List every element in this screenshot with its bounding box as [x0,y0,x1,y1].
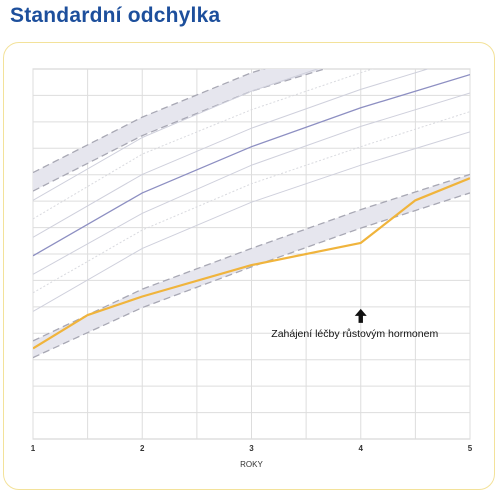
reference-curve-4 [33,73,470,257]
reference-curve-2 [33,111,470,294]
annotation-label: Zahájení léčby růstovým hormonem [271,328,438,340]
chart-panel: 1 2 3 4 5 ROKY Zahájení léčby růstovým hormo… [3,42,495,490]
sd-band-1-upper-edge [33,173,470,342]
annotation: Zahájení léčby růstovým hormonem [271,308,438,340]
growth-chart: 1 2 3 4 5 ROKY Zahájení léčby růstovým hormo… [31,68,473,469]
arrow-up-icon [354,308,367,323]
x-tick-label: 3 [249,444,254,453]
x-axis-label: ROKY [240,460,263,469]
grid [32,68,471,440]
reference-curve-7 [33,69,319,201]
series [33,177,470,350]
reference-curves [33,69,470,312]
reference-curve-3 [33,92,470,275]
x-tick-label: 1 [31,444,36,453]
x-tick-label: 5 [468,444,473,453]
x-ticks: 1 2 3 4 5 [31,444,473,453]
page-title: Standardní odchylka [10,4,221,27]
x-tick-label: 4 [359,444,364,453]
reference-curve-6 [33,69,374,220]
sd-band-2-upper-edge [33,69,266,174]
sd-band-2-lower-edge [33,69,327,192]
reference-curve-5 [33,69,430,238]
x-tick-label: 2 [140,444,145,453]
reference-curve-1 [33,131,470,312]
sd-band-1-lower-edge [33,192,470,359]
